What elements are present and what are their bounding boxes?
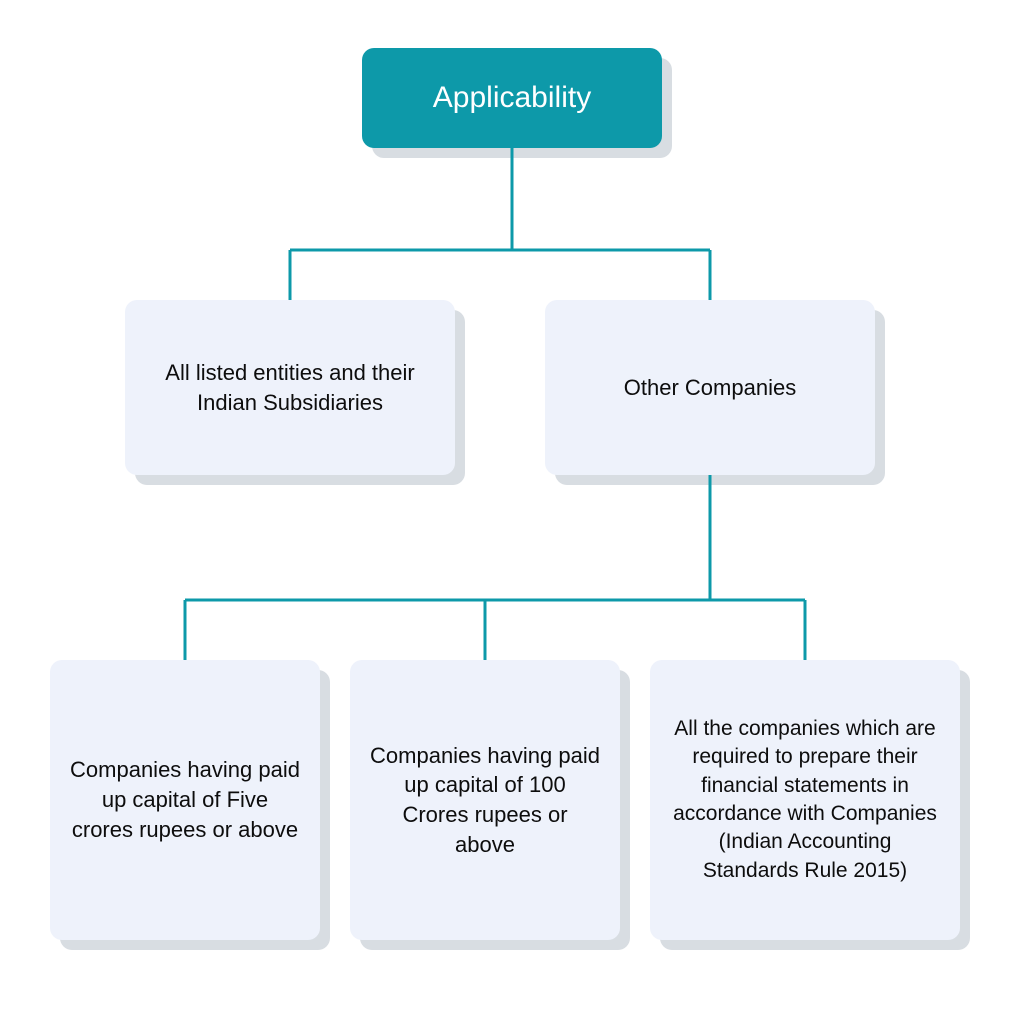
l3-node-hundred-crores: Companies having paid up capital of 100 … [350,660,620,940]
l2-label: All listed entities and their Indian Sub… [145,358,435,417]
l3-label: Companies having paid up capital of Five… [70,755,300,844]
l3-label: All the companies which are required to … [670,715,940,885]
l2-node-other: Other Companies [545,300,875,475]
root-node: Applicability [362,48,662,148]
l3-label: Companies having paid up capital of 100 … [370,741,600,860]
l2-label: Other Companies [624,373,796,403]
root-label: Applicability [433,81,591,115]
l3-node-indas: All the companies which are required to … [650,660,960,940]
l3-node-five-crores: Companies having paid up capital of Five… [50,660,320,940]
l2-node-listed: All listed entities and their Indian Sub… [125,300,455,475]
